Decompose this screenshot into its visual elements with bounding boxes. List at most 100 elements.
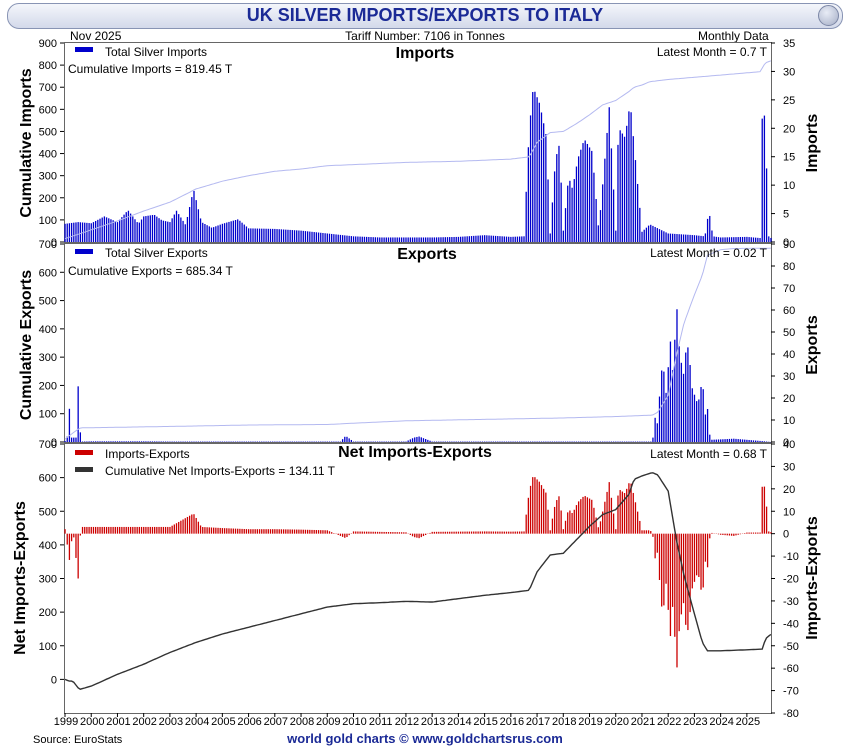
- x-year-label: 2014: [447, 716, 471, 728]
- exp-monthly-bar: [66, 436, 68, 442]
- imp-monthly-bar: [178, 214, 180, 242]
- imp-monthly-bar: [527, 147, 530, 242]
- net-monthly-bar: [94, 526, 97, 534]
- exp-monthly-bar: [652, 437, 654, 442]
- imp-monthly-bar: [103, 216, 106, 242]
- imp-right-tick-label: 25: [783, 95, 795, 107]
- exp-monthly-bar: [733, 438, 735, 442]
- net-left-tick-label: 200: [39, 607, 57, 619]
- imp-monthly-bar: [536, 97, 538, 242]
- imp-monthly-bar: [280, 229, 283, 242]
- net-monthly-bar: [116, 526, 119, 534]
- exp-monthly-bar: [759, 440, 761, 442]
- imp-monthly-bar: [352, 236, 355, 242]
- imp-monthly-bar: [713, 236, 715, 242]
- net-monthly-bar: [586, 497, 589, 534]
- net-monthly-bar: [293, 529, 296, 534]
- imp-monthly-bar: [486, 235, 488, 242]
- website-link[interactable]: world gold charts © www.goldchartsrus.co…: [287, 731, 563, 746]
- x-year-label: 2016: [500, 716, 524, 728]
- net-monthly-bar: [744, 533, 746, 534]
- imp-monthly-bar: [636, 183, 639, 242]
- imp-monthly-bar: [379, 237, 381, 242]
- imp-monthly-bar: [733, 237, 735, 242]
- imp-monthly-bar: [602, 184, 604, 242]
- exp-monthly-bar: [658, 396, 661, 442]
- exp-monthly-bar: [136, 441, 138, 442]
- net-right-tick-label: 30: [783, 461, 795, 473]
- imp-monthly-bar: [154, 215, 156, 242]
- net-monthly-bar: [422, 533, 425, 537]
- imp-monthly-bar: [70, 222, 73, 242]
- exp-monthly-bar: [689, 365, 691, 442]
- imp-monthly-bar: [383, 237, 385, 242]
- imp-monthly-bar: [282, 229, 285, 242]
- imp-monthly-bar: [604, 158, 606, 242]
- exp-monthly-bar: [94, 441, 97, 442]
- exp-monthly-bar: [68, 408, 71, 442]
- net-right-tick-label: 40: [783, 439, 795, 451]
- imp-monthly-bar: [158, 218, 160, 242]
- net-monthly-bar: [492, 531, 495, 534]
- imp-monthly-bar: [650, 224, 652, 242]
- imp-monthly-bar: [123, 214, 125, 242]
- exp-monthly-bar: [741, 439, 744, 442]
- net-monthly-bar: [453, 531, 455, 534]
- imp-monthly-bar: [302, 230, 304, 242]
- imp-monthly-bar: [173, 214, 175, 242]
- imp-monthly-bar: [269, 228, 272, 242]
- imp-monthly-bar: [763, 115, 766, 242]
- net-cumulative-line: [64, 472, 772, 690]
- imp-monthly-bar: [186, 216, 189, 242]
- close-icon[interactable]: [818, 5, 839, 26]
- imp-monthly-bar: [193, 190, 195, 242]
- net-monthly-bar: [167, 526, 169, 534]
- imp-monthly-bar: [586, 143, 589, 242]
- imp-monthly-bar: [490, 235, 492, 242]
- imp-monthly-bar: [680, 234, 683, 242]
- net-monthly-bar: [709, 533, 711, 539]
- exp-monthly-bar: [64, 440, 66, 442]
- net-monthly-bar: [348, 533, 350, 536]
- net-monthly-bar: [588, 498, 591, 534]
- imp-monthly-bar: [564, 208, 567, 242]
- net-monthly-bar: [442, 531, 444, 534]
- net-monthly-bar: [215, 527, 217, 534]
- imp-monthly-bar: [671, 233, 674, 242]
- imp-monthly-bar: [606, 132, 608, 242]
- net-monthly-bar: [661, 533, 663, 607]
- imp-monthly-bar: [272, 228, 274, 242]
- net-left-axis-label: Net Imports-Exports: [12, 501, 29, 655]
- imp-monthly-bar: [674, 233, 676, 242]
- net-monthly-bar: [711, 532, 713, 534]
- net-monthly-bar: [521, 531, 523, 534]
- net-monthly-bar: [516, 531, 519, 534]
- net-monthly-bar: [110, 526, 112, 534]
- net-monthly-bar: [720, 533, 722, 535]
- imp-monthly-bar: [86, 222, 88, 242]
- imp-monthly-bar: [547, 179, 549, 242]
- imp-monthly-bar: [545, 134, 547, 242]
- exp-monthly-bar: [752, 440, 755, 442]
- imp-monthly-bar: [121, 217, 123, 242]
- imp-monthly-bar: [468, 236, 471, 242]
- imp-cumulative-line: [64, 60, 772, 240]
- net-monthly-bar: [481, 531, 484, 534]
- imp-monthly-bar: [532, 92, 534, 242]
- exp-left-tick-label: 500: [39, 296, 57, 308]
- net-monthly-bar: [119, 526, 121, 534]
- net-monthly-bar: [245, 529, 248, 534]
- net-monthly-bar: [324, 530, 326, 534]
- imp-monthly-bar: [226, 222, 228, 242]
- imp-monthly-bar: [746, 236, 748, 242]
- net-monthly-bar: [263, 529, 265, 534]
- exp-monthly-bar: [713, 439, 715, 442]
- exp-monthly-bar: [77, 386, 79, 442]
- net-monthly-bar: [595, 517, 597, 534]
- imp-monthly-bar: [595, 199, 597, 242]
- imp-monthly-bar: [256, 228, 259, 242]
- imp-monthly-bar: [143, 216, 145, 242]
- imp-monthly-bar: [647, 225, 650, 242]
- x-year-label: 2000: [80, 716, 104, 728]
